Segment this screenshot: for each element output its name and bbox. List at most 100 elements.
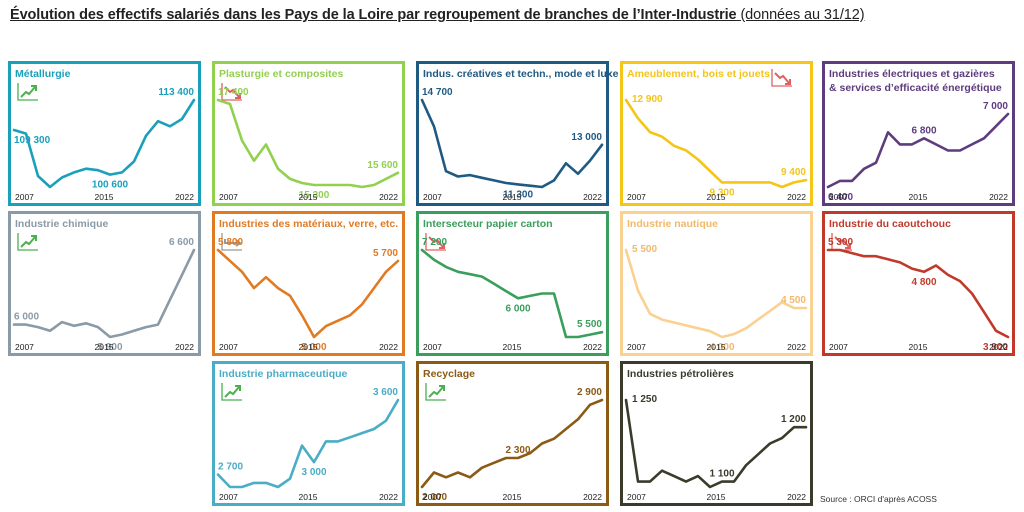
panel-chart: Industries des matériaux, verre, etc. 5 8… bbox=[216, 218, 400, 353]
data-label: 113 400 bbox=[158, 87, 194, 98]
x-tick-label: 2007 bbox=[15, 342, 34, 352]
x-tick-label: 2022 bbox=[989, 192, 1008, 202]
source-note: Source : ORCI d'après ACOSS bbox=[820, 494, 937, 504]
x-tick-label: 2007 bbox=[219, 492, 238, 502]
data-label: 1 200 bbox=[781, 414, 806, 425]
x-tick-label: 2015 bbox=[299, 192, 318, 202]
panel-indus-creatives-et-techn-mode-et-luxe: Indus. créatives et techn., mode et luxe… bbox=[416, 61, 619, 206]
trend-up-icon bbox=[425, 383, 446, 401]
x-tick-label: 2015 bbox=[503, 192, 522, 202]
panel-title: Intersecteur papier carton bbox=[423, 218, 553, 230]
x-tick-label: 2007 bbox=[627, 492, 646, 502]
series-line bbox=[624, 398, 808, 489]
series-line bbox=[624, 248, 808, 339]
x-tick-label: 2015 bbox=[299, 342, 318, 352]
series-line bbox=[216, 398, 400, 489]
x-tick-label: 2007 bbox=[423, 192, 442, 202]
panel-industries-des-materiaux-verre-etc: Industries des matériaux, verre, etc. 5 8… bbox=[212, 211, 405, 356]
panel-chart: Ameublement, bois et jouets 12 900 9 300 9 … bbox=[624, 68, 808, 202]
x-tick-label: 2015 bbox=[299, 492, 318, 502]
data-label: 14 700 bbox=[422, 87, 453, 98]
data-label: 1 250 bbox=[632, 394, 657, 405]
panel-industrie-du-caoutchouc: Industrie du caoutchouc 5 300 4 800 3 900 20… bbox=[822, 211, 1015, 356]
panel-title: Ameublement, bois et jouets bbox=[627, 68, 770, 80]
panel-industries-petrolieres: Industries pétrolières 1 250 1 100 1 200 200… bbox=[620, 361, 813, 506]
data-label: 5 900 bbox=[97, 342, 122, 353]
panel-chart: Indus. créatives et techn., mode et luxe… bbox=[420, 68, 619, 202]
data-label: 3 900 bbox=[983, 342, 1008, 353]
x-tick-label: 2007 bbox=[829, 342, 848, 352]
trend-up-icon bbox=[17, 83, 38, 101]
panel-chart: Plasturgie et composites 17 400 15 300 15 6… bbox=[216, 68, 400, 202]
data-label: 6 000 bbox=[14, 312, 39, 323]
series-line bbox=[826, 248, 1010, 339]
x-tick-label: 2015 bbox=[95, 192, 114, 202]
x-tick-label: 2007 bbox=[627, 192, 646, 202]
x-tick-label: 2007 bbox=[829, 192, 848, 202]
series-line bbox=[624, 98, 808, 189]
x-tick-label: 2022 bbox=[583, 492, 602, 502]
data-label: 2 300 bbox=[505, 445, 530, 456]
panel-plasturgie-et-composites: Plasturgie et composites 17 400 15 300 15 6… bbox=[212, 61, 405, 206]
panel-metallurgie: Métallurgie 109 300 100 600 113 400 2007 2015… bbox=[8, 61, 201, 206]
data-label: 4 500 bbox=[781, 295, 806, 306]
panel-chart: Métallurgie 109 300 100 600 113 400 2007 2015… bbox=[12, 68, 196, 202]
panel-industrie-nautique: Industrie nautique 5 500 4 000 4 500 2007 201… bbox=[620, 211, 813, 356]
data-label: 6 400 bbox=[828, 192, 853, 203]
data-label: 13 000 bbox=[571, 132, 602, 143]
trend-flat-icon bbox=[221, 233, 242, 251]
data-label: 12 900 bbox=[632, 94, 663, 105]
data-label: 5 000 bbox=[301, 342, 326, 353]
trend-down-icon bbox=[771, 69, 792, 87]
data-label: 2 700 bbox=[218, 462, 243, 473]
data-label: 109 300 bbox=[14, 135, 51, 146]
chart-title: Évolution des effectifs salariés dans le… bbox=[10, 7, 865, 23]
data-label: 3 600 bbox=[373, 387, 398, 398]
x-tick-label: 2022 bbox=[379, 492, 398, 502]
data-label: 3 000 bbox=[301, 467, 326, 478]
x-tick-label: 2015 bbox=[909, 192, 928, 202]
x-tick-label: 2022 bbox=[787, 192, 806, 202]
panel-chart: Industrie pharmaceutique 2 700 3 000 3 600 2… bbox=[216, 368, 400, 502]
panel-industrie-pharmaceutique: Industrie pharmaceutique 2 700 3 000 3 600 2… bbox=[212, 361, 405, 506]
panel-title: Industries électriques et gazières bbox=[829, 68, 995, 80]
data-label: 6 800 bbox=[911, 125, 936, 136]
data-label: 9 400 bbox=[781, 167, 806, 178]
panel-title: Indus. créatives et techn., mode et luxe bbox=[423, 68, 619, 80]
panel-title: Industrie pharmaceutique bbox=[219, 368, 348, 380]
series-line bbox=[420, 398, 604, 489]
data-label: 5 300 bbox=[828, 237, 853, 248]
data-label: 17 400 bbox=[218, 87, 249, 98]
x-tick-label: 2015 bbox=[909, 342, 928, 352]
x-tick-label: 2015 bbox=[707, 192, 726, 202]
data-label: 5 500 bbox=[632, 244, 657, 255]
panel-chart: Recyclage 2 000 2 300 2 900 2007 2015 2022 bbox=[420, 368, 604, 503]
x-tick-label: 2015 bbox=[503, 492, 522, 502]
panel-title-line2: & services d’efficacité énergétique bbox=[829, 82, 1002, 94]
x-tick-label: 2022 bbox=[787, 342, 806, 352]
panel-chart: Industrie chimique 6 000 5 900 6 600 2007 201… bbox=[12, 218, 196, 353]
x-tick-label: 2022 bbox=[583, 342, 602, 352]
chart-title-suffix: (données au 31/12) bbox=[740, 7, 865, 23]
series-line bbox=[826, 112, 1010, 189]
panel-title: Recyclage bbox=[423, 368, 475, 380]
series-line bbox=[12, 98, 196, 189]
data-label: 5 500 bbox=[577, 319, 602, 330]
x-tick-label: 2015 bbox=[707, 342, 726, 352]
panel-chart: Industries pétrolières 1 250 1 100 1 200 200… bbox=[624, 368, 808, 502]
x-tick-label: 2007 bbox=[627, 342, 646, 352]
panel-title: Industrie du caoutchouc bbox=[829, 218, 951, 230]
data-label: 4 000 bbox=[709, 342, 734, 353]
trend-up-icon bbox=[221, 383, 242, 401]
data-label: 4 800 bbox=[911, 277, 936, 288]
data-label: 15 300 bbox=[299, 190, 330, 201]
series-line bbox=[420, 98, 604, 189]
data-label: 2 000 bbox=[422, 492, 447, 503]
data-label: 6 000 bbox=[505, 303, 530, 314]
series-line bbox=[216, 248, 400, 339]
x-tick-label: 2015 bbox=[95, 342, 114, 352]
chart-title-main: Évolution des effectifs salariés dans le… bbox=[10, 7, 737, 23]
x-tick-label: 2022 bbox=[989, 342, 1008, 352]
data-label: 7 000 bbox=[983, 101, 1008, 112]
